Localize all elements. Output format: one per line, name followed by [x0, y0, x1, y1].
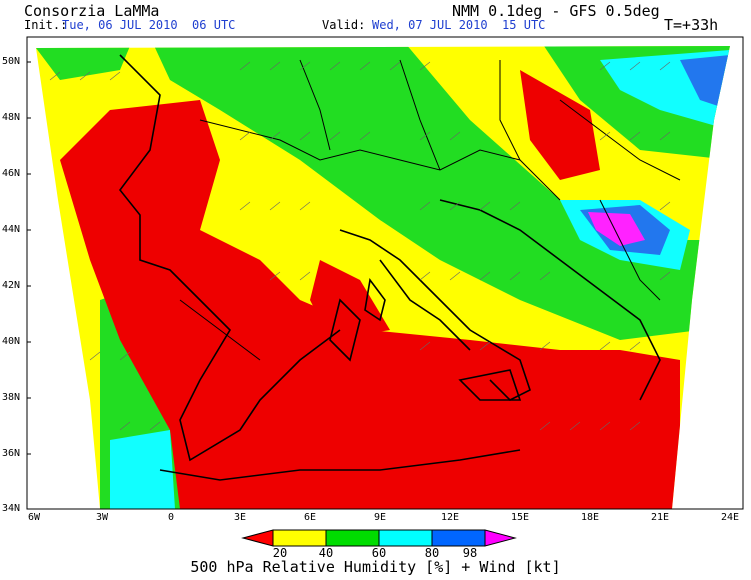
colorbar-tick: 40	[318, 546, 334, 560]
colorbar-tick: 20	[272, 546, 288, 560]
borders	[179, 59, 681, 361]
colorbar-tick: 98	[462, 546, 478, 560]
lon-label: 18E	[580, 512, 600, 523]
lat-label: 42N	[2, 280, 21, 291]
lat-label: 36N	[2, 448, 21, 459]
lat-label: 46N	[2, 168, 21, 179]
lat-label: 34N	[2, 503, 21, 514]
coastlines	[118, 54, 661, 481]
map-caption: 500 hPa Relative Humidity [%] + Wind [kt…	[190, 558, 561, 576]
lon-label: 6W	[27, 512, 41, 523]
colorbar-tick: 60	[371, 546, 387, 560]
lead-time: T=+33h	[664, 16, 719, 34]
model-title: NMM 0.1deg - GFS 0.5deg	[452, 2, 660, 20]
humidity-field	[36, 46, 730, 509]
valid-label: Valid:	[322, 18, 366, 32]
colorbar-tick: 80	[424, 546, 440, 560]
lon-label: 6E	[303, 512, 317, 523]
lat-label: 38N	[2, 392, 21, 403]
lon-label: 21E	[650, 512, 670, 523]
lat-label: 48N	[2, 112, 21, 123]
colorbar	[241, 529, 517, 547]
org-title: Consorzia LaMMa	[24, 2, 160, 20]
lon-label: 12E	[440, 512, 460, 523]
wind-barbs	[49, 61, 671, 431]
lon-label: 15E	[510, 512, 530, 523]
lat-label: 50N	[2, 56, 21, 67]
init-label: Init.:	[24, 18, 68, 32]
init-value: Tue, 06 JUL 2010 06 UTC	[62, 18, 236, 32]
lon-label: 3E	[233, 512, 247, 523]
lat-label: 40N	[2, 336, 21, 347]
lon-label: 3W	[95, 512, 109, 523]
lon-label: 0	[167, 512, 175, 523]
lon-label: 24E	[720, 512, 740, 523]
valid-value: Wed, 07 JUL 2010 15 UTC	[372, 18, 546, 32]
lat-label: 44N	[2, 224, 21, 235]
lon-label: 9E	[373, 512, 387, 523]
